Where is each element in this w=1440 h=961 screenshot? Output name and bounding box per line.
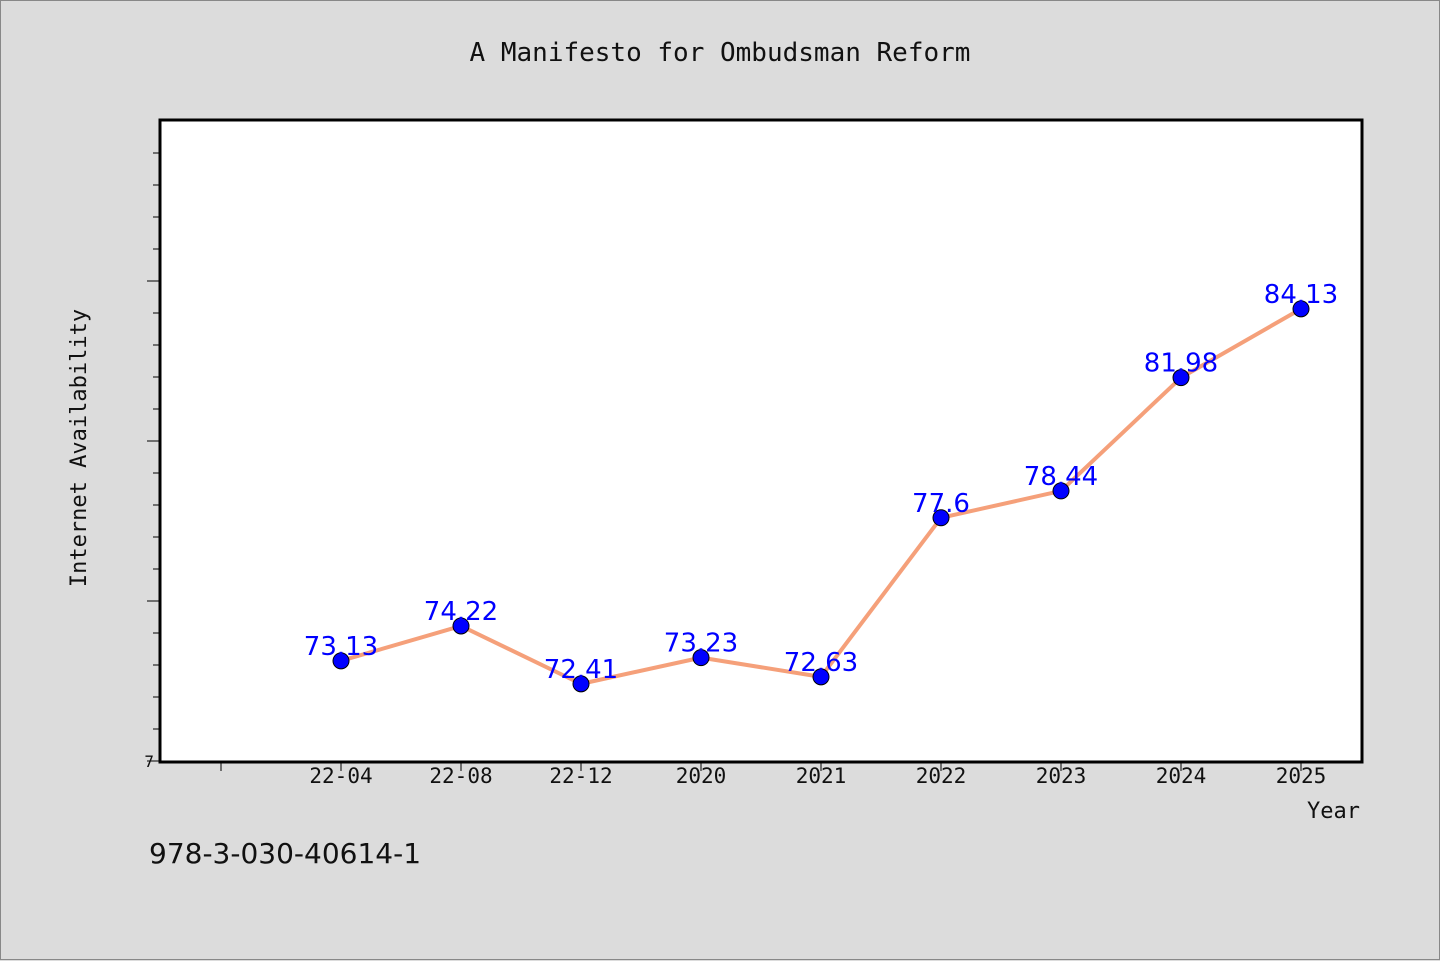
x-tick-label: 2025 <box>1276 764 1327 788</box>
x-axis-tick-labels: 22-04 22-08 22-12 2020 2021 2022 2023 2024 2025 <box>309 764 1326 788</box>
x-tick-label: 22-12 <box>549 764 612 788</box>
x-tick-label: 2020 <box>676 764 727 788</box>
x-tick-label: 22-04 <box>309 764 372 788</box>
x-tick-label: 22-08 <box>429 764 492 788</box>
data-label: 81.98 <box>1144 349 1218 379</box>
data-point <box>1052 482 1070 500</box>
x-axis-ticks <box>220 761 1302 771</box>
data-point <box>692 649 710 667</box>
data-label: 84.13 <box>1264 280 1338 310</box>
data-label: 74.22 <box>424 597 498 627</box>
x-tick-label: 2024 <box>1156 764 1207 788</box>
x-tick-label: 2021 <box>796 764 847 788</box>
data-point <box>1292 300 1310 318</box>
data-point <box>452 617 470 635</box>
isbn-text: 978-3-030-40614-1 <box>149 837 421 870</box>
chart-title: A Manifesto for Ombudsman Reform <box>470 38 971 68</box>
y-axis-title: Internet Availability <box>67 309 92 587</box>
data-point <box>1172 369 1190 387</box>
data-label: 72.41 <box>544 655 618 685</box>
data-point <box>572 675 590 693</box>
data-label: 73.23 <box>664 629 738 659</box>
data-label: 78.44 <box>1024 462 1098 492</box>
data-label: 77.6 <box>912 489 970 519</box>
data-label: 73.13 <box>304 632 378 662</box>
y-axis-ticks <box>147 152 161 762</box>
y-axis-min-label: 7 <box>144 752 154 771</box>
data-label: 72.63 <box>784 648 858 678</box>
x-tick-label: 2022 <box>916 764 967 788</box>
data-point <box>812 668 830 686</box>
data-markers <box>332 300 1310 693</box>
data-labels: 73.13 74.22 72.41 73.23 72.63 77.6 78.44 81.98 8… <box>304 280 1338 685</box>
x-axis-title: Year <box>1307 799 1360 824</box>
data-point <box>932 509 950 527</box>
x-tick-label: 2023 <box>1036 764 1087 788</box>
data-point <box>332 652 350 670</box>
